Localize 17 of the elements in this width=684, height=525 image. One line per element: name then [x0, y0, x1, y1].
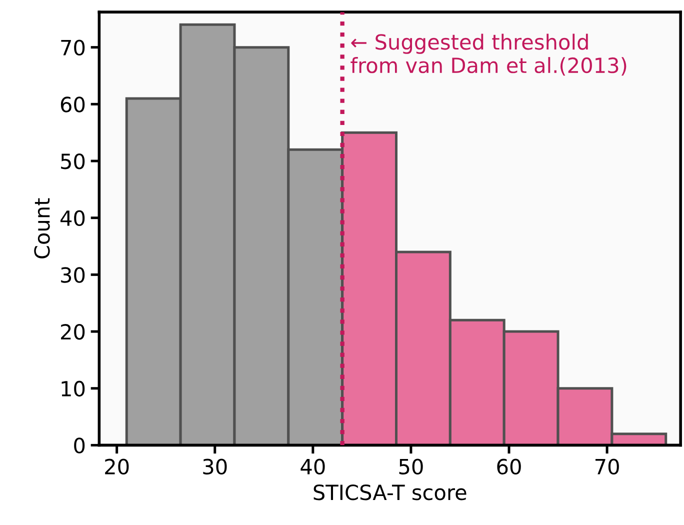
- y-tick-label: 10: [62, 380, 85, 397]
- x-tick-label: 60: [497, 458, 521, 475]
- x-tick-label: 70: [596, 458, 619, 475]
- x-tick-label: 20: [105, 458, 129, 475]
- x-tick-label: 40: [300, 458, 325, 475]
- y-tick-label: 40: [60, 210, 85, 226]
- y-tick-label: 0: [74, 438, 85, 454]
- ref-line-label: ← Suggested threshold from van Dam et al.(2013): [350, 34, 626, 76]
- x-axis-title: STICSA-T score: [314, 484, 466, 500]
- y-tick-label: 60: [60, 96, 85, 112]
- x-tick-label: 50: [399, 458, 423, 475]
- y-tick-label: 30: [61, 267, 85, 283]
- y-tick-label: 50: [61, 153, 85, 170]
- y-axis-title: Count: [34, 198, 50, 258]
- x-tick-label: 30: [203, 458, 227, 475]
- y-tick-label: 70: [61, 40, 85, 56]
- y-tick-label: 20: [61, 324, 85, 340]
